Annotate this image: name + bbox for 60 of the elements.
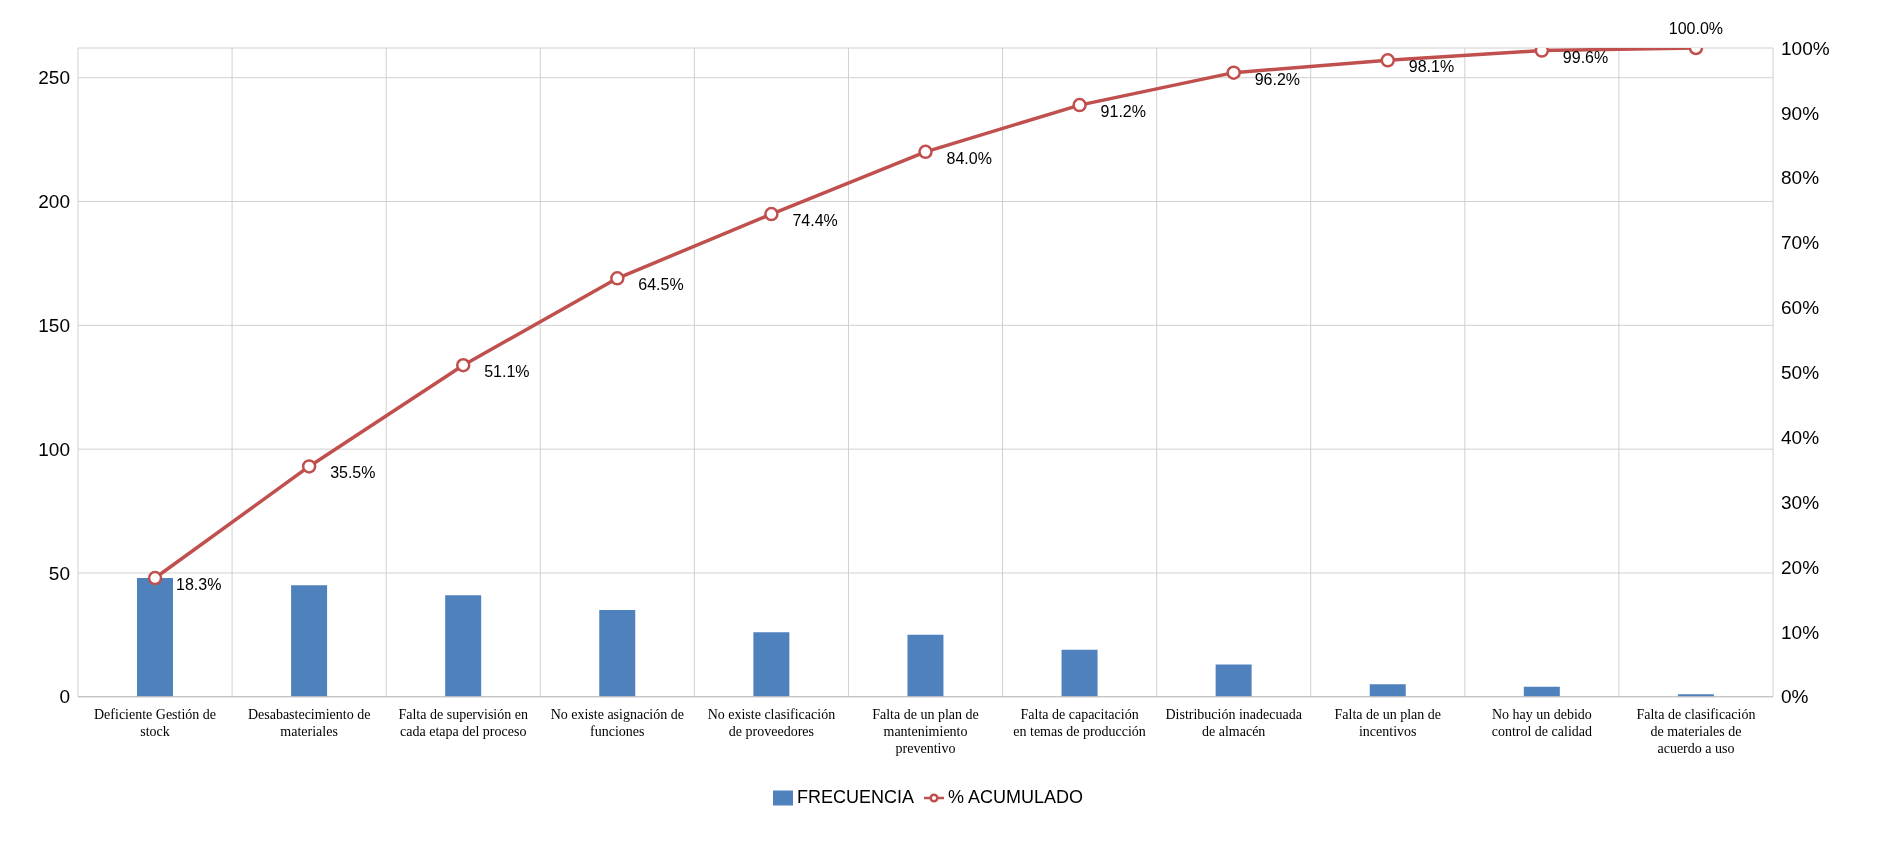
x-tick-label: Distribución inadecuada de almacén [1165, 706, 1303, 739]
y2-tick-label: 40% [1781, 426, 1820, 448]
data-label: 74.4% [792, 212, 838, 230]
y-tick-label: 50 [48, 562, 70, 584]
data-label: 96.2% [1254, 70, 1301, 88]
bar [1369, 684, 1406, 697]
x-tick-label: Falta de clasificación de materiales de acuerdo a uso [1636, 706, 1756, 756]
x-tick-label: Falta de un plan de mantenimiento preventivo [872, 706, 979, 756]
y-tick-label: 150 [38, 315, 70, 337]
x-tick-label: Falta de capacitación en temas de producción [1013, 706, 1146, 739]
bar [291, 585, 328, 697]
data-label: 84.0% [946, 149, 992, 167]
y2-tick-label: 0% [1781, 686, 1809, 708]
point [918, 144, 933, 160]
point [301, 459, 317, 474]
y2-tick-label: 50% [1781, 362, 1820, 384]
y2-tick-label: 10% [1781, 621, 1820, 643]
data-label: 99.6% [1562, 48, 1609, 66]
x-tick-label: Falta de un plan de incentivos [1334, 706, 1442, 739]
data-label: 64.5% [638, 276, 684, 294]
point [1380, 53, 1396, 68]
data-label: 51.1% [484, 363, 530, 381]
y2-tick-label: 60% [1781, 297, 1820, 319]
data-label: 98.1% [1408, 58, 1455, 76]
point [455, 357, 471, 373]
data-label: 18.3% [176, 576, 222, 594]
legend-label: FRECUENCIA [796, 786, 914, 807]
point [1226, 65, 1241, 80]
bar [599, 610, 636, 697]
y-tick-label: 250 [38, 67, 70, 89]
bar [1523, 686, 1560, 697]
bar [1061, 649, 1098, 697]
x-tick-label: Deficiente Gestión de stock [94, 706, 217, 739]
point [1072, 97, 1087, 113]
bar [137, 577, 173, 697]
y2-tick-label: 20% [1781, 556, 1820, 578]
y2-tick-label: 80% [1781, 167, 1820, 189]
x-tick-label: No existe asignación de funciones [550, 706, 684, 739]
x-tick-label: Falta de supervisión en cada etapa del proceso [398, 706, 528, 739]
bar [753, 632, 790, 697]
data-label: 35.5% [330, 464, 376, 482]
x-tick-label: Desabastecimiento de materiales [247, 706, 371, 739]
point [147, 570, 163, 586]
y-tick-label: 200 [38, 191, 70, 213]
data-label: 100.0% [1668, 20, 1724, 37]
y2-tick-label: 30% [1781, 491, 1820, 513]
bar [1215, 664, 1252, 697]
y-tick-label: 0 [59, 686, 70, 708]
y-tick-label: 100 [38, 438, 70, 460]
x-tick-label: No hay un debido control de calidad [1491, 706, 1593, 739]
bar [907, 634, 944, 697]
y2-tick-label: 90% [1781, 102, 1820, 124]
y2-tick-label: 100% [1781, 37, 1830, 59]
legend-label: % ACUMULADO [947, 786, 1084, 807]
x-tick-label: No existe clasificación de proveedores [707, 706, 836, 739]
bar [445, 595, 482, 697]
y2-tick-label: 70% [1781, 232, 1820, 254]
data-label: 91.2% [1100, 103, 1146, 121]
point [764, 206, 779, 222]
point [610, 271, 625, 286]
